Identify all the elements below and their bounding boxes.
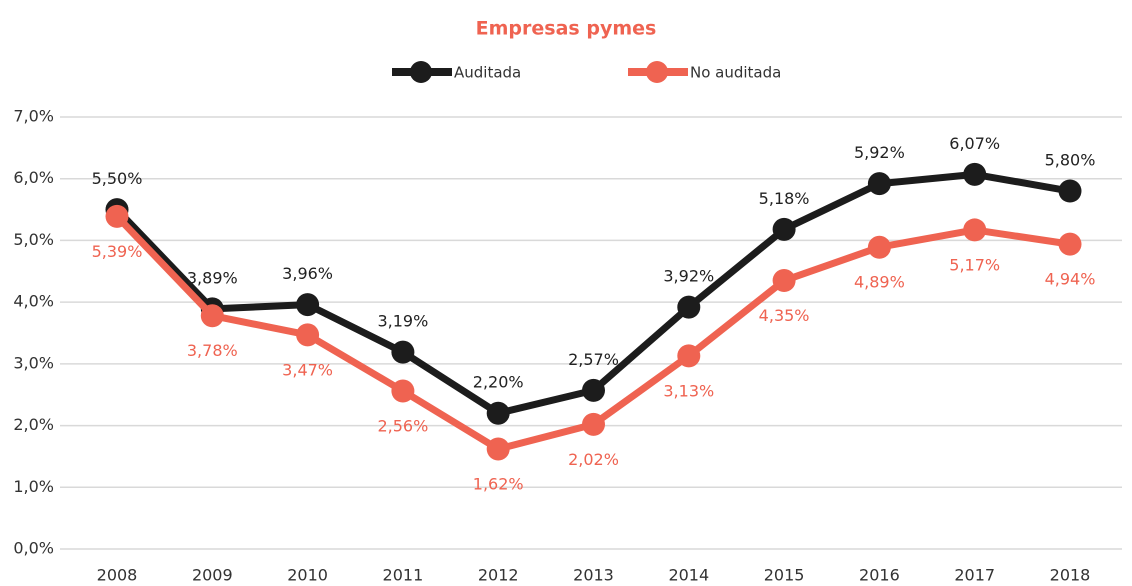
point <box>772 217 796 241</box>
point <box>677 295 701 319</box>
x-tick-label: 2008 <box>97 566 138 585</box>
point <box>1058 179 1082 203</box>
point <box>486 401 510 425</box>
point <box>486 437 510 461</box>
x-tick-label: 2017 <box>954 566 995 585</box>
point <box>105 204 129 228</box>
point <box>296 293 320 317</box>
point <box>391 379 415 403</box>
point <box>200 304 224 328</box>
x-tick-label: 2011 <box>383 566 424 585</box>
x-tick-label: 2014 <box>668 566 709 585</box>
x-tick-label: 2013 <box>573 566 614 585</box>
y-tick-label: 2,0% <box>13 415 54 434</box>
data-label: 3,47% <box>282 360 333 379</box>
data-label: 2,56% <box>377 417 428 436</box>
data-label: 5,80% <box>1045 151 1096 170</box>
data-label: 3,13% <box>663 381 714 400</box>
point <box>677 344 701 368</box>
data-label: 1,62% <box>473 475 524 494</box>
data-label: 3,92% <box>663 267 714 286</box>
point <box>1058 232 1082 256</box>
point <box>582 412 605 436</box>
y-tick-label: 5,0% <box>13 230 54 249</box>
data-label: 5,17% <box>949 255 1000 274</box>
x-tick-label: 2010 <box>287 566 328 585</box>
point <box>772 269 796 293</box>
legend-marker <box>646 61 668 83</box>
data-label: 2,57% <box>568 350 619 369</box>
y-tick-label: 0,0% <box>13 539 54 558</box>
point <box>963 162 987 186</box>
x-tick-label: 2015 <box>764 566 805 585</box>
data-label: 5,39% <box>92 242 143 261</box>
point <box>963 218 987 242</box>
data-label: 4,94% <box>1045 270 1096 289</box>
x-tick-label: 2009 <box>192 566 233 585</box>
chart-title: Empresas pymes <box>476 18 657 40</box>
y-tick-label: 1,0% <box>13 477 54 496</box>
point <box>867 172 891 196</box>
x-tick-label: 2012 <box>478 566 519 585</box>
data-label: 2,02% <box>568 450 619 469</box>
data-label: 5,92% <box>854 143 905 162</box>
legend-marker <box>410 61 432 83</box>
x-tick-label: 2018 <box>1050 566 1091 585</box>
y-tick-label: 3,0% <box>13 353 54 372</box>
data-label: 6,07% <box>949 134 1000 153</box>
data-label: 3,96% <box>282 264 333 283</box>
y-tick-label: 4,0% <box>13 292 54 311</box>
data-label: 2,20% <box>473 373 524 392</box>
point <box>391 340 415 364</box>
data-label: 3,19% <box>377 312 428 331</box>
x-tick-label: 2016 <box>859 566 900 585</box>
point <box>296 323 320 347</box>
y-tick-label: 6,0% <box>13 168 54 187</box>
data-label: 5,50% <box>92 169 143 188</box>
point <box>867 235 891 259</box>
data-label: 3,89% <box>187 268 238 287</box>
data-label: 3,78% <box>187 341 238 360</box>
series-line <box>114 170 1071 417</box>
legend-label: No auditada <box>690 64 781 82</box>
data-label: 4,35% <box>759 306 810 325</box>
legend-label: Auditada <box>454 64 521 82</box>
data-label: 5,18% <box>759 189 810 208</box>
point <box>582 378 605 402</box>
y-tick-label: 7,0% <box>13 107 54 126</box>
data-label: 4,89% <box>854 273 905 292</box>
